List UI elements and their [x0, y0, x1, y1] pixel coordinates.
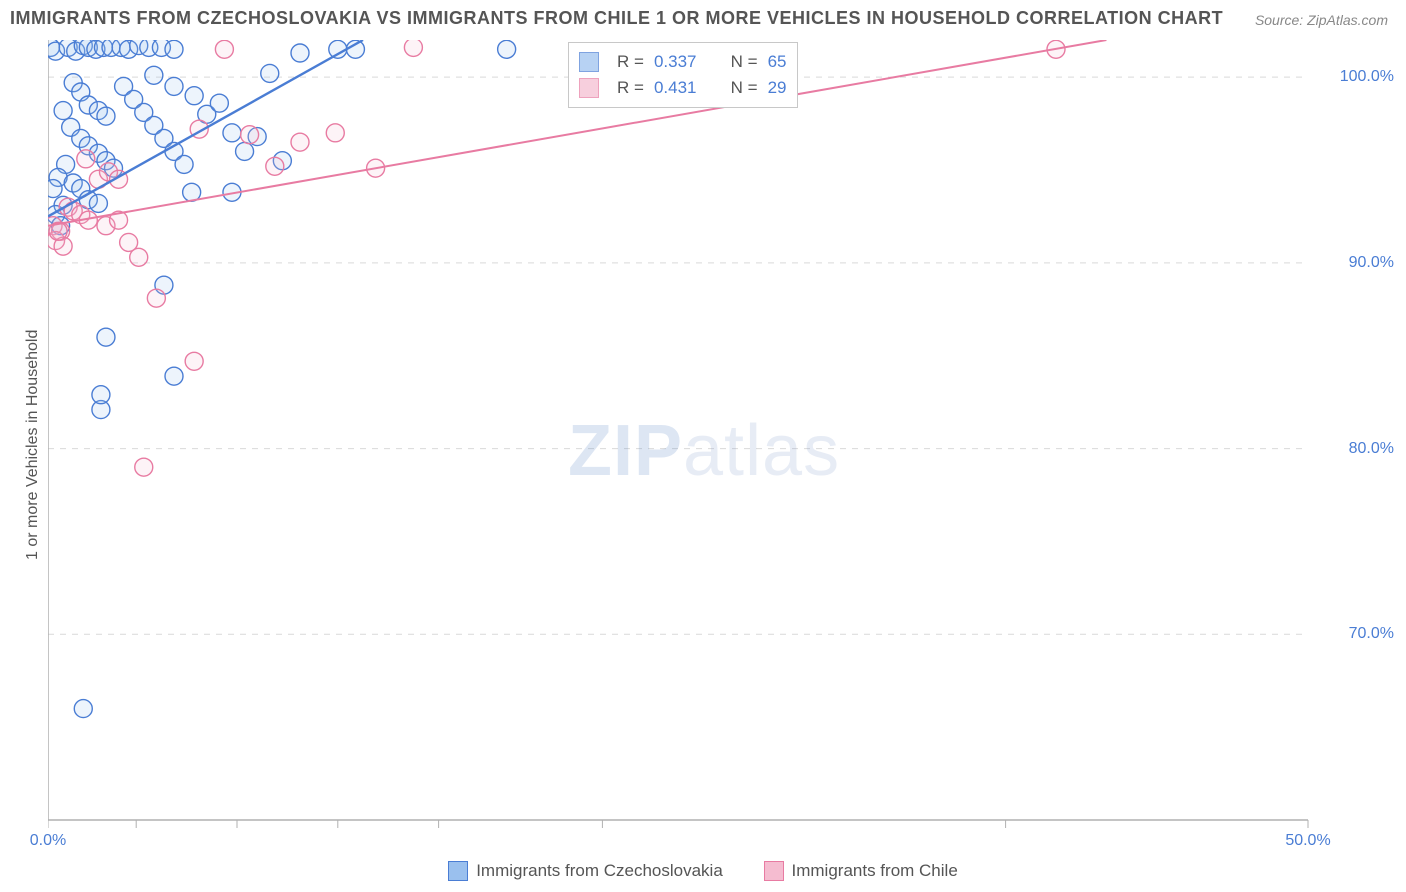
legend-label-1: Immigrants from Chile [792, 861, 958, 881]
x-tick-label: 50.0% [1285, 832, 1330, 850]
stat-swatch-0 [579, 52, 599, 72]
y-tick-label: 80.0% [1349, 440, 1394, 458]
legend-swatch-0 [448, 861, 468, 881]
y-tick-label: 100.0% [1340, 68, 1394, 86]
stat-row-series-1: R = 0.431 N = 29 [579, 75, 787, 101]
legend-label-0: Immigrants from Czechoslovakia [476, 861, 723, 881]
x-tick-label: 0.0% [30, 832, 66, 850]
bottom-legend: Immigrants from Czechoslovakia Immigrant… [0, 861, 1406, 886]
chart-title: IMMIGRANTS FROM CZECHOSLOVAKIA VS IMMIGR… [10, 8, 1223, 29]
legend-swatch-1 [764, 861, 784, 881]
stat-swatch-1 [579, 78, 599, 98]
stat-row-series-0: R = 0.337 N = 65 [579, 49, 787, 75]
correlation-stat-box: R = 0.337 N = 65R = 0.431 N = 29 [568, 42, 798, 108]
legend-entry-series-1: Immigrants from Chile [764, 861, 958, 881]
source-attribution: Source: ZipAtlas.com [1255, 12, 1388, 28]
y-tick-label: 90.0% [1349, 254, 1394, 272]
y-tick-label: 70.0% [1349, 625, 1394, 643]
legend-entry-series-0: Immigrants from Czechoslovakia [448, 861, 723, 881]
scatter-chart-svg [48, 40, 1388, 830]
y-axis-label: 1 or more Vehicles in Household [24, 330, 42, 560]
chart-plot-area: ZIPatlas R = 0.337 N = 65R = 0.431 N = 2… [48, 40, 1388, 830]
